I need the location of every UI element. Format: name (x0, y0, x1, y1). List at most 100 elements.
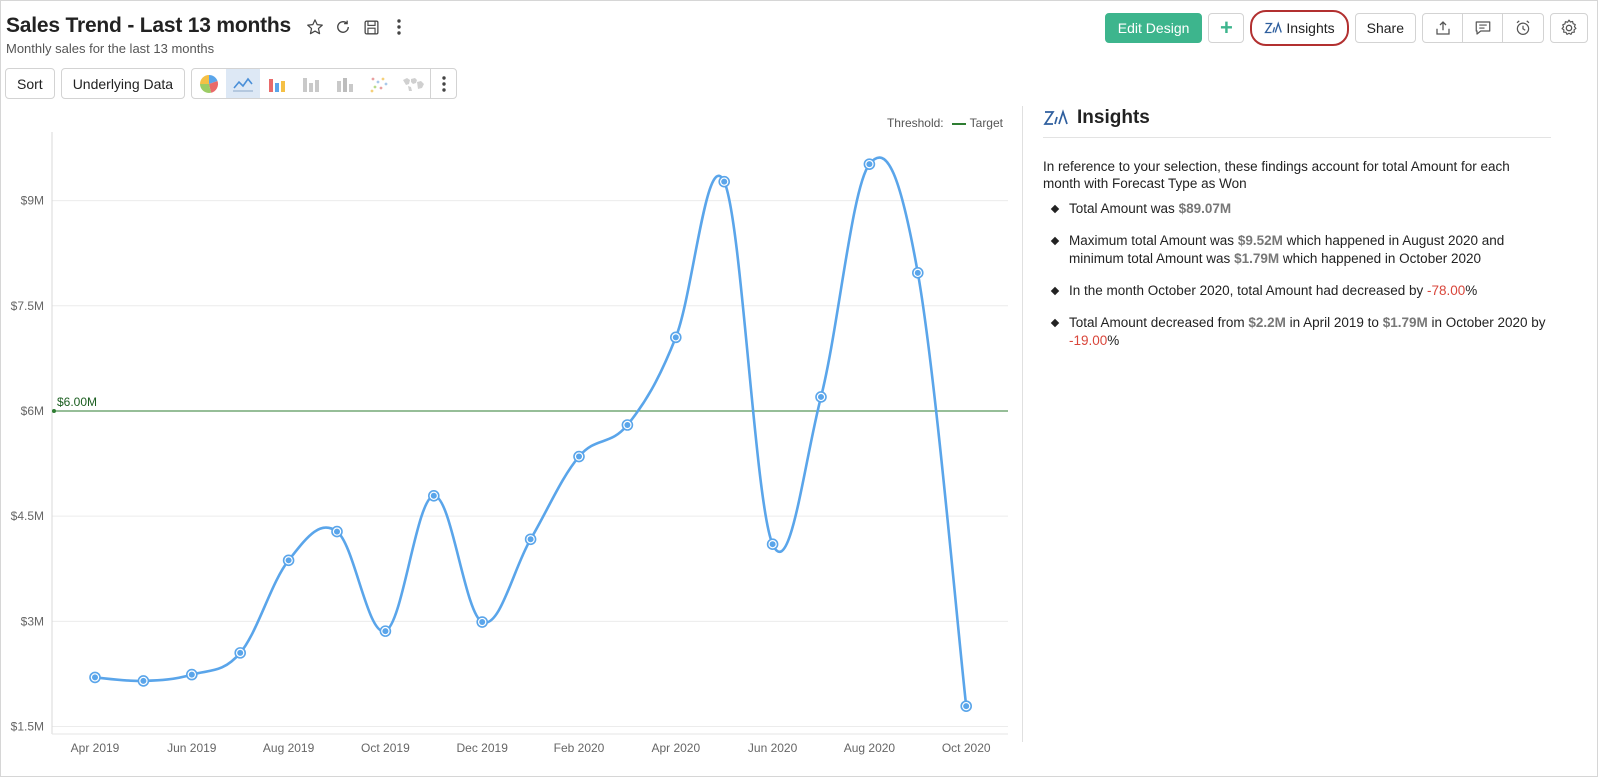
x-tick-label: Aug 2020 (844, 741, 896, 755)
edit-design-button[interactable]: Edit Design (1104, 13, 1203, 43)
panel-divider (1022, 106, 1023, 742)
insight-value: $2.2M (1248, 315, 1286, 330)
data-point[interactable] (476, 616, 489, 628)
insights-button[interactable]: Insights (1250, 10, 1349, 46)
star-icon[interactable] (304, 16, 326, 38)
insight-text: in April 2019 to (1285, 315, 1383, 330)
insight-value: $1.79M (1382, 315, 1428, 330)
insight-text: % (1465, 283, 1478, 298)
gear-icon[interactable] (1550, 13, 1588, 43)
insights-button-label: Insights (1286, 20, 1335, 36)
data-point[interactable] (234, 647, 246, 659)
insight-item: Total Amount was $89.07M (1043, 200, 1551, 218)
data-point[interactable] (89, 671, 101, 684)
bar-chart-icon[interactable] (260, 69, 294, 98)
insight-text: Total Amount decreased from (1069, 315, 1249, 330)
stacked-chart-icon[interactable] (328, 69, 362, 98)
x-tick-label: Dec 2019 (457, 741, 509, 755)
y-tick-label: $7.5M (11, 299, 44, 313)
insight-text: Total Amount was (1069, 201, 1179, 216)
y-tick-label: $6M (21, 404, 44, 418)
export-icon[interactable] (1423, 14, 1463, 42)
alarm-icon[interactable] (1503, 14, 1543, 42)
legend-item-label: Target (969, 116, 1003, 130)
underlying-data-button[interactable]: Underlying Data (60, 68, 186, 99)
comment-icon[interactable] (1463, 14, 1503, 42)
x-tick-label: Feb 2020 (554, 741, 605, 755)
pie-chart-icon[interactable] (192, 69, 226, 98)
insight-item: Maximum total Amount was $9.52M which ha… (1043, 232, 1551, 268)
x-tick-label: Oct 2019 (361, 741, 410, 755)
data-point[interactable] (960, 700, 973, 712)
data-point[interactable] (815, 391, 827, 403)
threshold-label: $6.00M (57, 395, 97, 409)
title-actions (304, 16, 410, 38)
y-tick-label: $9M (21, 194, 44, 208)
data-point[interactable] (379, 625, 392, 637)
data-point[interactable] (766, 538, 779, 550)
x-tick-label: Apr 2019 (71, 741, 120, 755)
line-chart: $1.5M $3M $4.5M $6M $7.5M $9M Apr 2019 Jun 2019… (11, 132, 1008, 755)
insight-value: $1.79M (1234, 251, 1280, 266)
insight-text: which happened in October 2020 (1279, 251, 1481, 266)
action-icon-group (1422, 13, 1544, 43)
refresh-icon[interactable] (332, 16, 354, 38)
data-point[interactable] (186, 668, 198, 681)
insights-header: Insights (1043, 106, 1551, 138)
save-icon[interactable] (360, 16, 382, 38)
chart-toolbar: Sort Underlying Data (5, 68, 458, 99)
x-tick-label: Jun 2019 (167, 741, 217, 755)
insight-text: in October 2020 by (1427, 315, 1546, 330)
zia-icon (1264, 21, 1283, 34)
map-chart-icon[interactable] (396, 69, 430, 98)
y-tick-label: $1.5M (11, 719, 44, 733)
data-point[interactable] (427, 490, 440, 502)
insights-panel: Insights In reference to your selection,… (1043, 106, 1551, 364)
legend-swatch (951, 122, 966, 125)
data-point[interactable] (621, 419, 634, 431)
insight-value: -78.00 (1426, 283, 1466, 298)
more-vertical-icon[interactable] (388, 16, 410, 38)
insights-intro: In reference to your selection, these fi… (1043, 159, 1510, 191)
add-button[interactable]: + (1208, 13, 1245, 43)
x-tick-label: Jun 2020 (748, 741, 798, 755)
data-point[interactable] (282, 554, 295, 567)
data-point[interactable] (137, 675, 150, 687)
chart-type-selector (191, 68, 458, 99)
top-actions: Edit Design + Insights Share (1104, 10, 1588, 46)
scatter-chart-icon[interactable] (362, 69, 396, 98)
x-tick-label: Aug 2019 (263, 741, 315, 755)
x-tick-label: Oct 2020 (942, 741, 991, 755)
data-point[interactable] (863, 158, 876, 170)
more-vertical-icon[interactable] (430, 69, 456, 98)
data-point[interactable] (331, 525, 343, 538)
data-point[interactable] (669, 331, 682, 344)
sort-button[interactable]: Sort (5, 68, 55, 99)
data-point[interactable] (524, 533, 537, 546)
column-chart-icon[interactable] (294, 69, 328, 98)
data-point[interactable] (911, 267, 924, 279)
y-tick-label: $3M (21, 614, 44, 628)
series-line[interactable] (94, 156, 968, 707)
insight-value: $89.07M (1178, 201, 1232, 216)
report-title: Sales Trend - Last 13 months (6, 14, 291, 37)
share-button[interactable]: Share (1354, 13, 1416, 43)
insights-title: Insights (1077, 106, 1150, 128)
legend-item-target[interactable]: Target (951, 116, 1003, 130)
insight-value: -19.00 (1069, 333, 1108, 348)
data-point[interactable] (718, 175, 731, 188)
line-chart-icon[interactable] (226, 69, 261, 98)
insight-item: Total Amount decreased from $2.2M in Apr… (1043, 314, 1551, 350)
insight-text: Maximum total Amount was (1069, 233, 1238, 248)
legend-title: Threshold: (886, 116, 944, 130)
threshold-marker (52, 408, 56, 413)
chart-legend: Threshold: Target (887, 116, 1003, 130)
chart-area: $1.5M $3M $4.5M $6M $7.5M $9M Apr 2019 Jun 2019… (0, 106, 1022, 756)
insight-text: which happened in August 2020 and minimu… (1069, 233, 1505, 266)
insight-text: In the month October 2020, total Amount … (1069, 283, 1427, 298)
report-subtitle: Monthly sales for the last 13 months (6, 41, 215, 56)
zia-icon (1043, 108, 1068, 125)
data-point[interactable] (573, 450, 585, 463)
insight-item: In the month October 2020, total Amount … (1043, 282, 1551, 300)
insights-list: Total Amount was $89.07M Maximum total Am… (1043, 200, 1551, 350)
